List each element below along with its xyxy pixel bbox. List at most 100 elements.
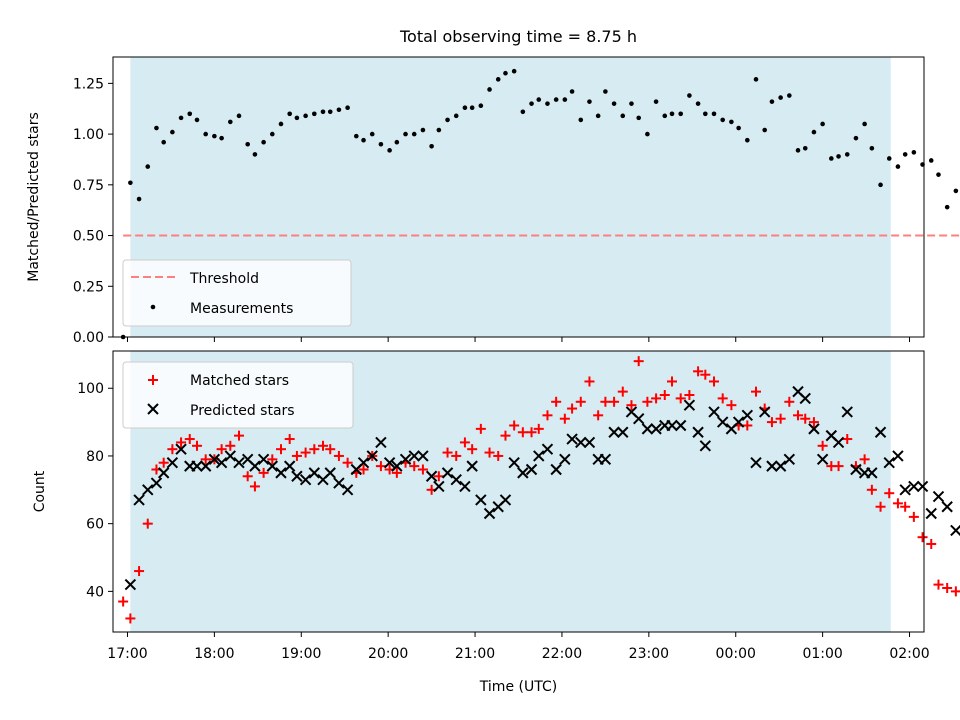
measurement-point (187, 111, 193, 117)
matched-star-marker (317, 440, 328, 451)
measurement-point (653, 99, 659, 104)
matched-star-marker (258, 467, 269, 478)
predicted-star-marker (617, 426, 629, 438)
predicted-star-marker (124, 578, 137, 591)
matched-star-marker (342, 457, 353, 468)
measurement-point (569, 89, 575, 94)
matched-star-marker (717, 393, 728, 404)
predicted-star-marker (215, 457, 228, 469)
predicted-star-marker (650, 423, 662, 435)
matched-star-marker (775, 413, 786, 424)
measurement-point (429, 143, 434, 149)
measurement-point (578, 117, 584, 123)
predicted-star-marker (832, 436, 845, 449)
measurement-point (327, 109, 333, 115)
matched-star-marker (509, 420, 520, 431)
measurement-point (411, 131, 417, 137)
measurement-point (669, 111, 675, 117)
x-tick-label: 18:00 (194, 646, 234, 662)
measurement-point (194, 117, 200, 123)
matched-star-marker (249, 481, 260, 492)
matched-star-marker (517, 427, 528, 438)
measurement-point (802, 146, 808, 151)
measurement-point (178, 115, 184, 121)
measurement-point (219, 135, 224, 141)
matched-star-marker (726, 400, 737, 411)
predicted-star-marker (459, 480, 471, 493)
measurement-point (369, 131, 375, 137)
matched-star-marker (375, 461, 386, 472)
matched-star-marker (484, 447, 495, 458)
matched-star-marker (275, 444, 286, 455)
matched-star-marker (609, 396, 620, 407)
measurement-point (503, 70, 508, 76)
legend-matched-swatch (148, 375, 158, 385)
measurement-point (270, 131, 275, 137)
predicted-star-marker (916, 480, 929, 493)
measurement-point (154, 125, 159, 131)
predicted-star-marker (299, 473, 312, 486)
measurement-point (620, 113, 626, 119)
matched-star-marker (751, 386, 762, 397)
matched-star-marker (950, 586, 960, 597)
matched-star-marker (333, 450, 344, 461)
matched-star-marker (184, 434, 195, 445)
x-tick-label: 17:00 (107, 646, 147, 662)
predicted-star-marker (575, 436, 587, 449)
measurement-point (836, 154, 841, 159)
legend-plus-marker (148, 375, 158, 385)
measurement-point (629, 101, 634, 106)
predicted-star-marker (892, 450, 904, 462)
matched-star-marker (884, 488, 895, 499)
matched-star-marker (675, 393, 686, 404)
predicted-star-marker (808, 423, 820, 435)
matched-star-marker (300, 447, 311, 458)
measurement-point (403, 131, 408, 137)
legend-matched-label: Matched stars (190, 373, 289, 389)
matched-star-marker (475, 423, 486, 434)
predicted-star-marker (499, 494, 512, 506)
measurement-point (128, 180, 133, 186)
measurement-point (562, 97, 568, 102)
matched-star-marker (225, 440, 236, 451)
y-tick-label: 40 (86, 584, 104, 600)
matched-star-marker (433, 471, 444, 482)
predicted-star-marker (341, 484, 354, 496)
predicted-star-marker (908, 480, 920, 493)
predicted-star-marker (433, 480, 445, 493)
measurement-point (587, 99, 592, 104)
predicted-star-marker (450, 473, 462, 486)
measurement-point (886, 156, 892, 161)
predicted-star-marker (375, 436, 387, 449)
top-y-ticks: 0.00 0.25 0.50 0.75 1.00 1.25 (73, 76, 113, 346)
legend-threshold-label: Threshold (189, 271, 259, 287)
matched-star-marker (900, 501, 911, 512)
matched-star-marker (892, 498, 903, 509)
x-tick-label: 02:00 (889, 646, 929, 662)
measurement-point (420, 127, 426, 133)
predicted-star-marker (517, 467, 529, 479)
matched-star-marker (167, 444, 178, 455)
predicted-star-marker (525, 463, 538, 476)
measurement-point (595, 113, 601, 119)
measurement-point (453, 113, 459, 119)
matched-star-marker (526, 427, 537, 438)
measurement-point (536, 97, 542, 102)
matched-star-marker (626, 400, 637, 411)
matched-star-marker (325, 444, 336, 455)
x-tick-label: 20:00 (368, 646, 408, 662)
measurement-point (161, 139, 166, 145)
matched-star-marker (600, 396, 611, 407)
legend-measurements-label: Measurements (190, 301, 293, 317)
predicted-star-marker (441, 467, 454, 479)
predicted-star-marker (283, 460, 296, 472)
predicted-star-marker (841, 406, 853, 418)
matched-star-marker (633, 356, 644, 367)
legend-predicted-label: Predicted stars (190, 403, 295, 419)
bottom-legend-box (122, 361, 354, 429)
matched-star-marker (409, 461, 420, 472)
x-tick-label: 00:00 (716, 646, 756, 662)
matched-star-marker (926, 538, 937, 549)
predicted-star-marker (583, 436, 596, 449)
y-tick-label: 0.25 (73, 279, 104, 295)
